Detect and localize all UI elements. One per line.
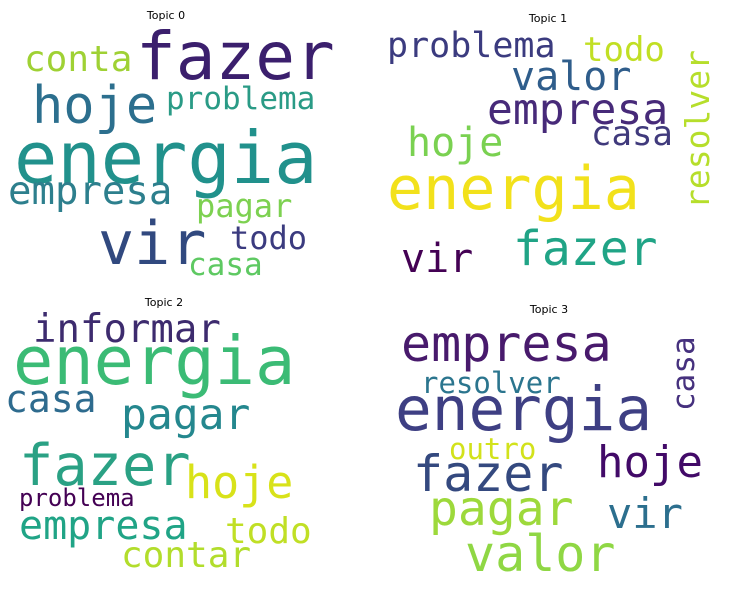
word-hoje: hoje [597, 437, 703, 488]
word-fazer: fazer [513, 221, 658, 277]
word-todo: todo [583, 30, 665, 70]
word-empresa: empresa [401, 317, 612, 373]
word-hoje: hoje [407, 120, 504, 166]
word-todo: todo [230, 219, 308, 257]
word-empresa: empresa [8, 169, 173, 214]
word-problema: problema [387, 27, 556, 66]
word-casa: casa [591, 114, 673, 154]
word-energia: energia [14, 116, 318, 200]
word-fazer: fazer [136, 24, 335, 95]
word-cloud-topic-1: problema todo valor resolver empresa cas… [383, 27, 714, 289]
word-cloud-topic-0: fazer conta hoje problema energia empres… [6, 24, 336, 286]
panel-title-topic-3: Topic 3 [529, 303, 569, 316]
word-problema: problema [166, 81, 316, 117]
word-fazer: fazer [413, 445, 564, 503]
word-fazer: fazer [19, 433, 191, 499]
word-energia: energia [395, 374, 653, 445]
word-pagar: pagar [429, 481, 574, 537]
word-casa: casa [5, 377, 97, 421]
word-casa: casa [666, 336, 702, 411]
word-pagar: pagar [121, 390, 251, 440]
word-vir: vir [401, 236, 474, 282]
word-conta: conta [24, 39, 133, 80]
word-outro: outro [449, 432, 537, 466]
panel-title-topic-1: Topic 1 [528, 12, 568, 25]
word-contar: contar [121, 535, 252, 573]
word-pagar: pagar [196, 187, 293, 225]
panel-title-topic-2: Topic 2 [144, 296, 184, 309]
panel-title-topic-0: Topic 0 [146, 9, 186, 22]
word-valor: valor [465, 525, 616, 579]
word-energia: energia [13, 322, 296, 400]
word-empresa: empresa [19, 503, 188, 549]
word-casa: casa [188, 247, 263, 283]
word-hoje: hoje [32, 76, 158, 136]
word-empresa: empresa [487, 85, 669, 135]
word-energia: energia [387, 154, 640, 224]
word-informar: informar [33, 310, 221, 352]
word-cloud-topic-2: informar energia casa pagar fazer hoje p… [5, 310, 335, 572]
word-resolver: resolver [678, 50, 714, 209]
word-hoje: hoje [185, 456, 294, 509]
word-vir: vir [98, 209, 207, 279]
word-resolver: resolver [421, 366, 561, 400]
word-todo: todo [225, 511, 312, 552]
word-vir: vir [607, 489, 683, 538]
word-cloud-topic-3: empresa casa resolver energia outro hoje… [383, 317, 714, 579]
word-problema: problema [19, 484, 135, 512]
word-valor: valor [511, 54, 632, 100]
